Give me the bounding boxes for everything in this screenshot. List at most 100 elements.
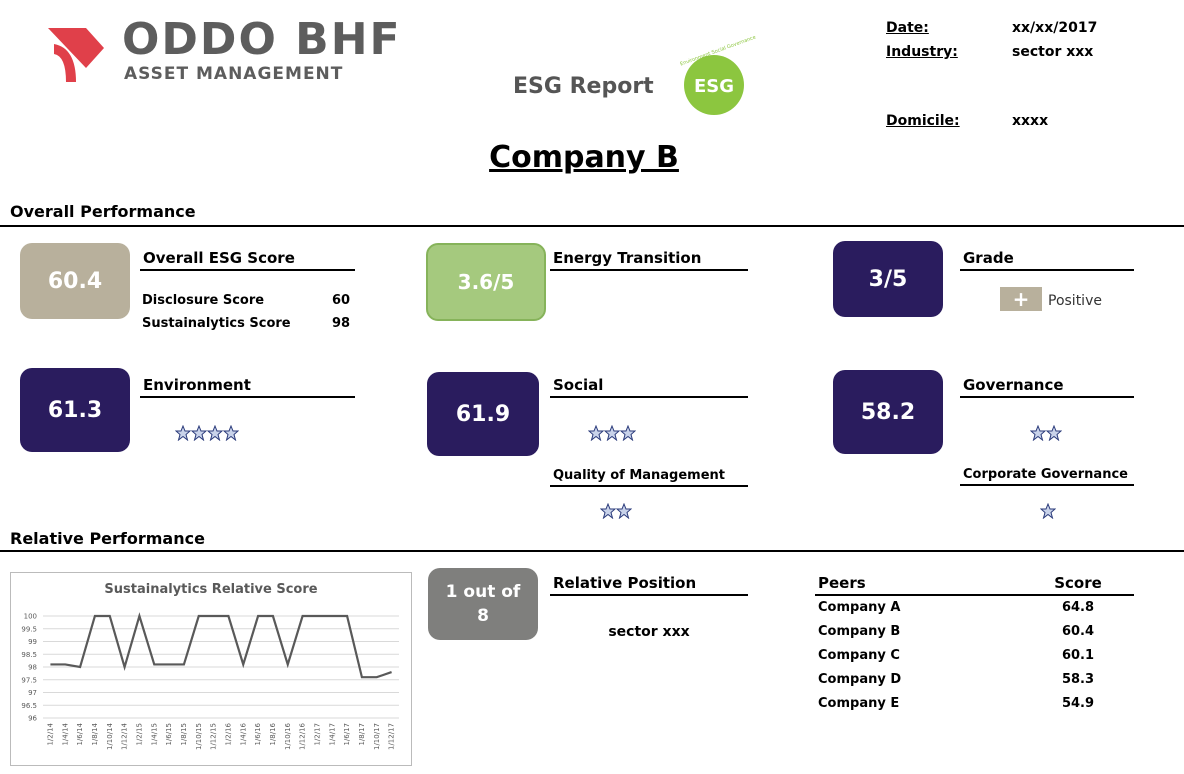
score-box: 58.2 <box>833 370 943 454</box>
x-tick-label: 1/2/15 <box>135 723 143 746</box>
peers-head: Score <box>1054 574 1102 592</box>
x-tick-label: 1/6/17 <box>343 723 351 746</box>
star <box>1045 424 1063 442</box>
peer-name: Company C <box>818 648 900 663</box>
peer-score: 64.8 <box>1061 600 1095 615</box>
x-tick-label: 1/12/17 <box>388 723 396 750</box>
peers-head: Peers <box>818 574 866 592</box>
star <box>1029 424 1047 442</box>
peer-name: Company B <box>818 624 901 639</box>
meta-value: sector xxx <box>1012 44 1094 60</box>
x-tick-label: 1/2/14 <box>46 722 54 745</box>
row-value: 60 <box>332 293 351 308</box>
meta-label: Date: <box>886 20 929 36</box>
chart-title: Sustainalytics Relative Score <box>104 582 317 597</box>
card-title: Environment <box>140 376 355 398</box>
star <box>615 502 633 520</box>
peer-score: 58.3 <box>1061 672 1095 687</box>
stars <box>599 502 633 523</box>
card-title: Relative Position <box>550 574 748 596</box>
x-tick-label: 1/6/16 <box>254 722 262 745</box>
x-tick-label: 1/4/14 <box>61 722 69 745</box>
star <box>1039 502 1057 520</box>
card-title: Energy Transition <box>550 249 748 271</box>
sector: sector xxx <box>608 624 690 640</box>
rule <box>0 550 1184 552</box>
x-tick-label: 1/8/15 <box>180 723 188 746</box>
peers-header: Peers Score <box>815 574 1134 596</box>
peer-name: Company A <box>818 600 901 615</box>
meta-label: Industry: <box>886 44 958 60</box>
section-title: Relative Performance <box>10 529 205 548</box>
star <box>619 424 637 442</box>
esg-badge-text: ESG <box>693 76 735 97</box>
x-tick-label: 1/2/16 <box>224 722 232 745</box>
x-tick-label: 1/8/17 <box>358 723 366 746</box>
section-title: Overall Performance <box>10 202 196 221</box>
x-tick-label: 1/4/17 <box>328 723 336 746</box>
y-tick-label: 97 <box>28 689 37 697</box>
x-tick-label: 1/8/14 <box>91 722 99 745</box>
meta-value: xxxx <box>1012 113 1049 129</box>
peer-name: Company E <box>818 696 900 711</box>
x-tick-label: 1/6/14 <box>76 722 84 745</box>
rule <box>0 225 1184 227</box>
y-tick-label: 97.5 <box>21 676 37 684</box>
x-tick-label: 1/12/15 <box>210 723 218 750</box>
star <box>190 424 208 442</box>
report-title: ESG Report <box>513 74 654 99</box>
grade-sign: + <box>1000 287 1042 311</box>
card-subtitle: Corporate Governance <box>960 467 1134 486</box>
peer-score: 54.9 <box>1061 696 1095 711</box>
peer-score: 60.4 <box>1061 624 1095 639</box>
score-box: 60.4 <box>20 243 130 319</box>
logo-sub: ASSET MANAGEMENT <box>124 64 344 84</box>
card-title: Overall ESG Score <box>140 249 355 271</box>
esg-badge <box>684 55 744 115</box>
meta-label: Domicile: <box>886 113 960 129</box>
x-tick-label: 1/10/15 <box>195 723 203 750</box>
x-tick-label: 1/8/16 <box>269 722 277 745</box>
card-title: Governance <box>960 376 1134 398</box>
logo-mark <box>48 28 104 82</box>
star <box>587 424 605 442</box>
star <box>206 424 224 442</box>
x-tick-label: 1/10/17 <box>373 723 381 750</box>
y-tick-label: 98.5 <box>21 651 37 659</box>
stars <box>587 424 637 445</box>
meta-value: xx/xx/2017 <box>1012 20 1098 36</box>
stars <box>174 424 240 445</box>
line-series <box>50 612 392 679</box>
row-label: Disclosure Score <box>142 293 265 308</box>
y-tick-label: 98 <box>28 664 37 672</box>
card-title: Social <box>550 376 748 398</box>
y-tick-label: 96.5 <box>21 702 37 710</box>
y-tick-label: 99 <box>28 638 37 646</box>
row-value: 98 <box>332 316 351 331</box>
position-box: 1 out of 8 <box>428 568 538 640</box>
score-box: 61.3 <box>20 368 130 452</box>
x-tick-label: 1/10/14 <box>106 722 114 750</box>
y-tick-label: 99.5 <box>21 625 37 633</box>
grade-label: Positive <box>1048 293 1102 309</box>
score-box: 3/5 <box>833 241 943 317</box>
score-box: 61.9 <box>427 372 539 456</box>
star <box>222 424 240 442</box>
stars <box>1029 424 1063 445</box>
x-tick-label: 1/6/15 <box>165 723 173 746</box>
x-tick-label: 1/4/15 <box>150 723 158 746</box>
x-tick-label: 1/12/14 <box>121 722 129 750</box>
stars <box>1039 502 1057 523</box>
x-tick-label: 1/10/16 <box>284 722 292 750</box>
star <box>599 502 617 520</box>
card-title: Grade <box>960 249 1134 271</box>
card-subtitle: Quality of Management <box>550 468 748 487</box>
peer-name: Company D <box>818 672 902 687</box>
x-tick-label: 1/2/17 <box>313 723 321 746</box>
peer-score: 60.1 <box>1061 648 1095 663</box>
company-title: Company B <box>489 140 679 175</box>
x-tick-label: 1/12/16 <box>299 722 307 750</box>
star <box>603 424 621 442</box>
y-tick-label: 100 <box>24 613 37 621</box>
